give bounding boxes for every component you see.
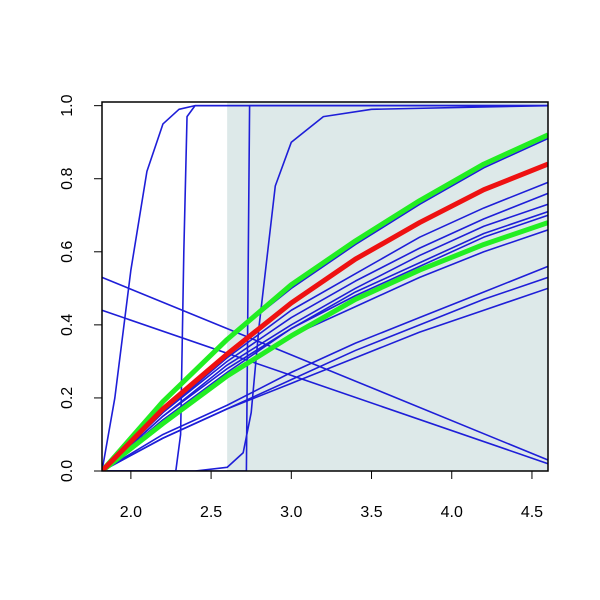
series-line	[102, 104, 548, 471]
y-tick-label: 0.8	[59, 168, 76, 190]
x-tick-label: 3.0	[280, 504, 302, 521]
plot-frame	[101, 101, 549, 472]
series-line	[102, 210, 548, 471]
series-line	[102, 161, 548, 471]
series-line	[102, 276, 548, 461]
series-line	[102, 287, 548, 471]
x-tick-label: 2.5	[200, 504, 222, 521]
series-line	[102, 132, 548, 471]
series-line	[102, 192, 548, 471]
y-tick-label: 0.0	[59, 460, 76, 482]
series-line	[102, 220, 548, 471]
y-tick-label: 0.4	[59, 314, 76, 336]
series-line	[102, 104, 548, 471]
x-tick-label: 4.5	[521, 504, 543, 521]
series-line	[102, 104, 548, 471]
y-tick-label: 0.6	[59, 241, 76, 263]
y-tick-label: 1.0	[59, 94, 76, 116]
plot-area	[102, 102, 548, 471]
x-tick-label: 2.0	[120, 504, 142, 521]
series-line	[102, 104, 548, 471]
x-tick-label: 4.0	[441, 504, 463, 521]
series-line	[102, 265, 548, 471]
x-tick-label: 3.5	[360, 504, 382, 521]
y-tick-label: 0.2	[59, 387, 76, 409]
series-line	[102, 309, 548, 465]
